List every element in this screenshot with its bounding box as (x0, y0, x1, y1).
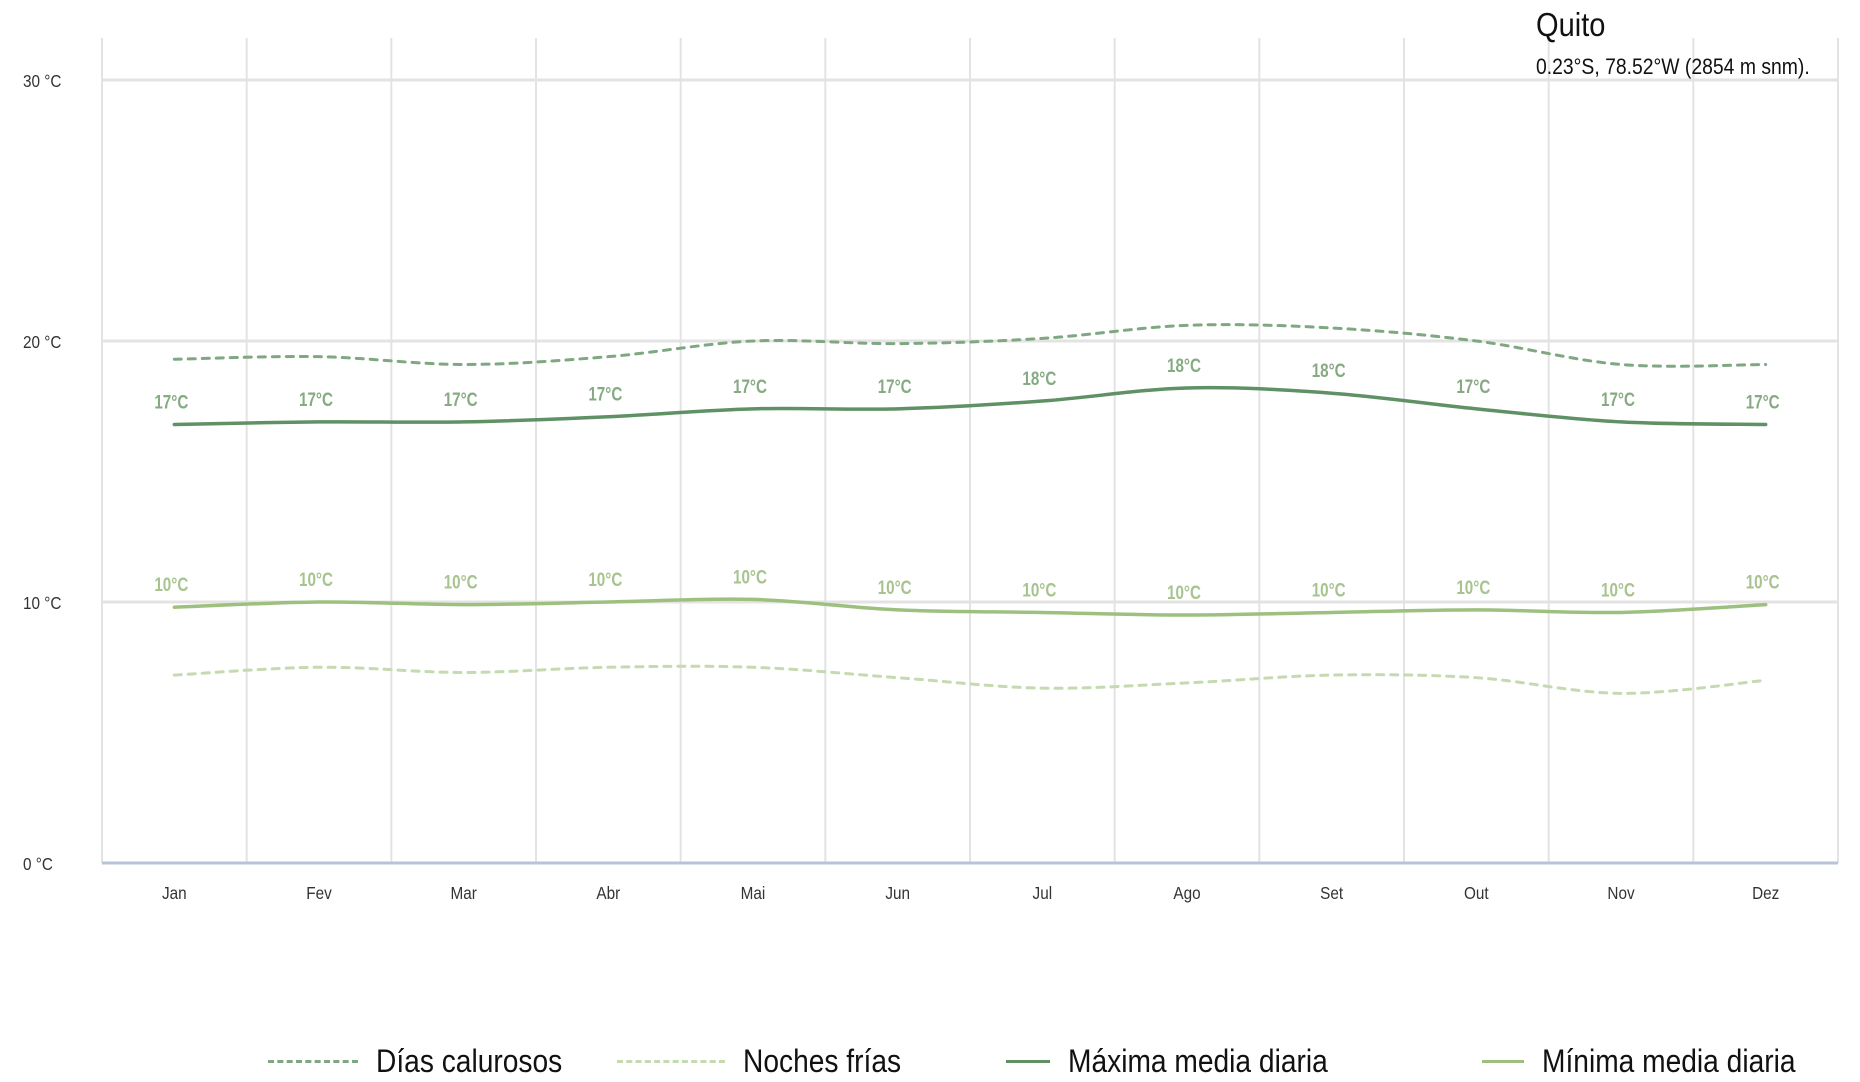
y-tick-label: 30 °C (23, 71, 61, 91)
y-tick-label: 10 °C (23, 593, 61, 613)
y-tick-label: 20 °C (23, 332, 61, 352)
max-data-label: 17°C (733, 375, 767, 397)
legend-label-hot-days: Días calurosos (376, 1042, 563, 1079)
series-hot-days-line (172, 323, 1768, 368)
min-data-label: 10°C (154, 574, 188, 596)
min-data-label: 10°C (1456, 576, 1490, 598)
x-tick-label: Jun (885, 883, 910, 903)
x-tick-label: Jul (1033, 883, 1053, 903)
legend-label-max-line: Máxima media diaria (1068, 1042, 1328, 1079)
max-data-label: 17°C (1746, 391, 1780, 413)
chart-title: Quito (1536, 6, 1606, 43)
max-data-label: 18°C (1022, 367, 1056, 389)
series-min-line (172, 597, 1768, 617)
min-data-label: 10°C (299, 568, 333, 590)
min-data-label: 10°C (1022, 579, 1056, 601)
legend-item-cold-nights[interactable]: Noches frías (617, 1040, 923, 1082)
max-data-label: 17°C (1601, 388, 1635, 410)
x-tick-label: Mar (451, 883, 478, 903)
min-data-label: 10°C (733, 566, 767, 588)
x-tick-label: Ago (1173, 883, 1200, 903)
legend-swatch-hot-days (268, 1059, 358, 1063)
x-tick-label: Out (1464, 883, 1489, 903)
max-data-label: 17°C (878, 375, 912, 397)
x-tick-label: Nov (1607, 883, 1635, 903)
x-tick-label: Set (1320, 883, 1343, 903)
data-labels: 17°C 17°C 17°C 17°C 17°C 17°C 18°C 18°C 18°C 17°C… (154, 354, 1779, 603)
x-tick-label: Abr (596, 883, 620, 903)
legend-label-min-line: Mínima media diaria (1542, 1042, 1796, 1079)
legend-item-max-line[interactable]: Máxima media diaria (1006, 1040, 1363, 1082)
chart-subtitle: 0.23°S, 78.52°W (2854 m snm). (1536, 54, 1810, 79)
legend-item-hot-days[interactable]: Días calurosos (268, 1040, 588, 1082)
legend-swatch-min-line (1482, 1059, 1524, 1063)
min-data-label: 10°C (1167, 581, 1201, 603)
series-max-line (172, 385, 1768, 427)
x-tick-label: Fev (306, 883, 332, 903)
min-data-label: 10°C (1312, 579, 1346, 601)
min-data-label: 10°C (1601, 579, 1635, 601)
x-tick-label: Mai (741, 883, 766, 903)
legend-swatch-max-line (1006, 1059, 1050, 1063)
y-tick-label: 0 °C (23, 854, 53, 874)
min-data-label: 10°C (1746, 571, 1780, 593)
max-data-label: 18°C (1312, 360, 1346, 382)
x-tick-label: Jan (162, 883, 187, 903)
axes: 0 °C 10 °C 20 °C 30 °C Jan Fev Mar Abr Mai Jun Jul… (23, 71, 1838, 903)
legend: Días calurosos Noches frías Máxima media… (0, 1040, 1860, 1082)
max-data-label: 17°C (444, 388, 478, 410)
series-lines (172, 323, 1768, 695)
min-data-label: 10°C (444, 571, 478, 593)
grid-lines (101, 38, 1839, 863)
x-tick-label: Dez (1752, 883, 1779, 903)
legend-swatch-cold-nights (617, 1059, 725, 1063)
legend-label-cold-nights: Noches frías (743, 1042, 902, 1079)
max-data-label: 17°C (299, 388, 333, 410)
min-data-label: 10°C (588, 568, 622, 590)
max-data-label: 17°C (1456, 375, 1490, 397)
max-data-label: 17°C (154, 391, 188, 413)
max-data-label: 18°C (1167, 354, 1201, 376)
min-data-label: 10°C (878, 576, 912, 598)
max-data-label: 17°C (588, 383, 622, 405)
series-cold-nights-line (172, 664, 1768, 695)
legend-item-min-line[interactable]: Mínima media diaria (1482, 1040, 1830, 1082)
